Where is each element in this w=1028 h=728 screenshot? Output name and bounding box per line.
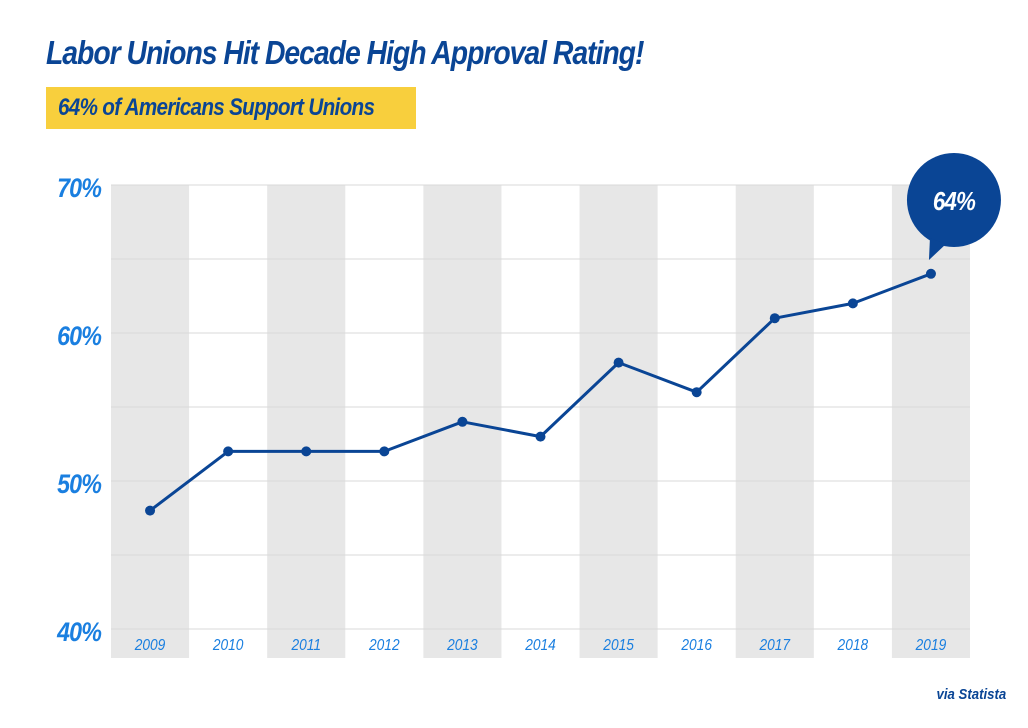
data-point — [301, 446, 312, 457]
x-tick-label: 2011 — [291, 636, 321, 654]
data-point — [925, 268, 936, 279]
column-band — [735, 185, 814, 658]
y-tick-label: 40% — [56, 617, 101, 647]
x-tick-label: 2010 — [212, 636, 244, 654]
data-point — [535, 431, 546, 442]
data-point — [691, 387, 702, 398]
data-point — [769, 313, 780, 324]
callout-pointer — [928, 238, 946, 260]
callout-bubble — [906, 153, 1001, 247]
series-line-group — [145, 268, 936, 516]
x-tick-label: 2009 — [134, 636, 166, 654]
gridlines — [111, 184, 970, 630]
column-bands — [111, 185, 970, 658]
x-tick-label: 2014 — [524, 636, 556, 654]
x-tick-label: 2015 — [602, 636, 634, 654]
source-credit: via Statista — [936, 686, 1006, 703]
x-tick-label: 2013 — [446, 636, 478, 654]
x-tick-label: 2018 — [837, 636, 869, 654]
x-tick-label: 2019 — [915, 636, 947, 654]
y-axis-ticks: 40% 50% 60% 70% — [56, 173, 102, 647]
callout-label: 64% — [933, 187, 976, 216]
subtitle-banner: 64% of Americans Support Unions — [46, 87, 416, 129]
x-tick-label: 2012 — [368, 636, 400, 654]
y-tick-label: 70% — [57, 173, 101, 203]
y-tick-label: 60% — [57, 321, 101, 351]
data-point — [613, 357, 624, 368]
data-point — [223, 446, 234, 457]
chart-subtitle: 64% of Americans Support Unions — [58, 94, 375, 121]
chart-title: Labor Unions Hit Decade High Approval Ra… — [46, 34, 644, 71]
data-point — [457, 416, 468, 427]
column-band — [579, 185, 658, 658]
column-band — [891, 185, 970, 658]
value-callout: 64% — [906, 153, 1001, 260]
x-axis-ticks: 2009 2010 2011 2012 2013 2014 2015 2016 2017 2018… — [134, 636, 946, 654]
data-point — [379, 446, 390, 457]
y-tick-label: 50% — [57, 469, 101, 499]
column-band — [267, 185, 346, 658]
x-tick-label: 2016 — [680, 636, 712, 654]
data-point — [847, 298, 858, 309]
column-band — [111, 185, 190, 658]
x-tick-label: 2017 — [759, 636, 791, 654]
data-point — [145, 505, 156, 516]
